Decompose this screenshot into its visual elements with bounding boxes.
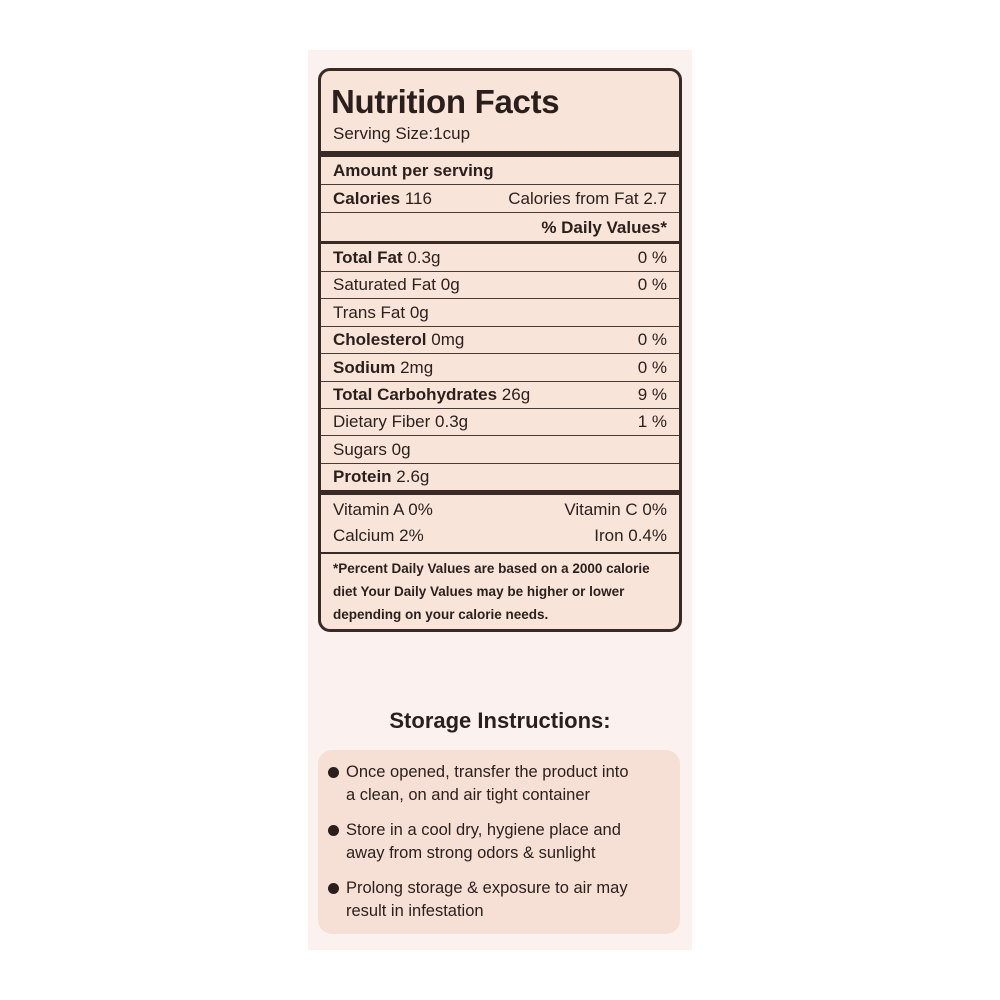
nutrient-amount: 0mg [431,330,465,350]
nutrient-row: Sugars 0g [321,436,679,464]
amount-per-serving: Amount per serving [333,161,494,180]
storage-title: Storage Instructions: [389,708,611,733]
nutrient-row: Total Fat 0.3g 0 % [321,244,679,272]
nutrient-amount: 0.3g [435,412,469,432]
storage-item: Prolong storage & exposure to air may res… [328,877,628,923]
nutrient-name: Total Fat [333,248,403,267]
nutrient: Sugars 0g [333,436,411,463]
serving-size: Serving Size:1cup [333,124,471,143]
storage-line: away from strong odors & sunlight [346,844,596,862]
storage-item: Once opened, transfer the product into a … [328,761,629,807]
nutrient-dv: 0 % [637,357,667,377]
nutrient: Dietary Fiber 0.3g [333,408,468,435]
rule [321,489,679,495]
nutrient-name: Trans Fat [333,302,406,322]
nutrient: Total Fat 0.3g [333,244,440,271]
vitamin: Vitamin C 0% [564,499,667,519]
nutrient-name: Cholesterol [333,330,427,350]
storage-box: Once opened, transfer the product into a … [318,750,680,934]
dv: 0 % [638,244,667,271]
calories-value: 116 [404,189,432,208]
nutrient-name: Dietary Fiber [333,412,431,432]
nutrient-row: Saturated Fat 0g 0 % [321,271,679,300]
vitamin-row: Calcium 2% Iron 0.4% [333,523,667,549]
from-fat: Calories from Fat 2.7 [508,185,667,212]
nutrient-row: Protein 2.6g [321,463,679,492]
nutrient-row: Cholesterol 0mg 0 % [321,326,679,355]
nutrient-name: Protein [333,467,392,487]
nutrient: Trans Fat 0g [333,299,429,326]
rule [321,551,679,554]
bullet-dot [328,825,339,836]
amount-row: Amount per serving [321,157,679,185]
nutrient: Total Carbohydrates 26g [333,381,530,408]
nutrient: Protein 2.6g [333,463,429,490]
calories-label: Calories [333,189,401,208]
storage-line: Store in a cool dry, hygiene place and [346,821,621,839]
nutrient-row: Trans Fat 0g [321,299,679,327]
vitamin: Vitamin A 0% [333,499,433,519]
bullet-dot [328,767,339,778]
storage-line: a clean, on and air tight container [346,786,590,804]
rule [321,151,679,157]
nutrient-row: Dietary Fiber 0.3g 1 % [321,408,679,437]
vitamin: Iron 0.4% [594,525,667,545]
nutrient-amount: 2.6g [396,467,430,487]
calories-from-fat: Calories from Fat 2.7 [508,189,667,208]
nutrient-name: Total Carbohydrates [333,385,498,404]
nutrient-row: Sodium 2mg 0 % [321,354,679,382]
nutrient-amount: 2mg [400,357,434,377]
footnote-line: depending on your calorie needs. [333,606,549,622]
nutrient-amount: 0g [409,302,429,322]
nutrient-dv: 0 % [637,330,667,350]
footnote-line: *Percent Daily Values are based on a 200… [333,560,650,576]
nutrient-name: Sugars [333,439,387,459]
footnote-line: diet Your Daily Values may be higher or … [333,583,625,599]
storage-item: Store in a cool dry, hygiene place and aw… [328,819,621,865]
nutrient-amount: 0g [391,439,411,459]
dv: 0 % [638,271,667,298]
footnote: *Percent Daily Values are based on a 200… [333,557,671,626]
nutrient: Sodium 2mg [333,354,433,381]
nutrient-amount: 0.3g [407,248,441,267]
daily-values-header: % Daily Values* [541,218,667,237]
storage-line: Prolong storage & exposure to air may [346,879,628,897]
calories-row: Calories 116 Calories from Fat 2.7 [321,185,679,213]
dv: 0 % [638,354,667,381]
nutrient-amount: 26g [501,385,531,404]
nutrient-dv: 9 % [637,385,667,404]
nutrient-row: Total Carbohydrates 26g 9 % [321,381,679,409]
nutrient-dv: 1 % [637,412,667,432]
dv: 0 % [638,326,667,353]
nutrient: Saturated Fat 0g [333,271,460,298]
nutrient: Cholesterol 0mg [333,326,464,353]
nutrient-name: Saturated Fat [333,275,437,295]
nutrient-name: Sodium [333,357,396,377]
vitamin-row: Vitamin A 0% Vitamin C 0% [333,497,667,523]
storage-line: Once opened, transfer the product into [346,763,629,781]
label: Amount per serving [333,157,494,184]
vitamin: Calcium 2% [333,525,424,545]
nutrient-dv: 0 % [637,275,667,295]
nutrition-facts: Nutrition Facts Serving Size:1cup Amount… [318,68,682,632]
storage-line: result in infestation [346,902,484,920]
dv-header: % Daily Values* [541,214,667,241]
title: Nutrition Facts [331,83,560,120]
nutrient-amount: 0g [440,275,460,295]
dv-header-row: % Daily Values* [321,214,679,244]
calories: Calories 116 [333,185,432,212]
dv: 9 % [638,381,667,408]
bullet-dot [328,883,339,894]
nutrient-dv: 0 % [637,248,667,267]
dv: 1 % [638,408,667,435]
